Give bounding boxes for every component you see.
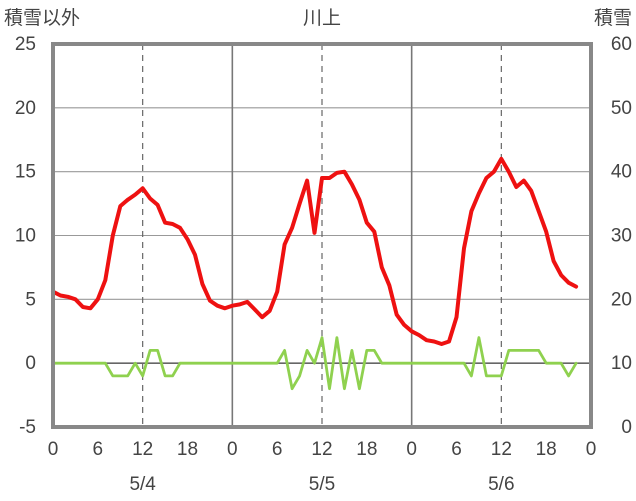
left-tick-label: 0 [25, 353, 36, 374]
x-tick-label: 12 [311, 439, 332, 460]
plot-border [51, 42, 593, 429]
left-tick-labels: 25 20 15 10 5 0 -5 [15, 34, 36, 438]
date-labels: 5/4 5/5 5/6 [129, 474, 514, 495]
x-tick-label: 6 [93, 439, 104, 460]
right-tick-label: 10 [611, 353, 632, 374]
plot-frame [51, 42, 593, 429]
x-tick-label: 0 [406, 439, 417, 460]
x-tick-label: 12 [491, 439, 512, 460]
left-tick-label: 20 [15, 98, 36, 119]
x-tick-label: 0 [48, 439, 59, 460]
x-tick-label: 6 [451, 439, 462, 460]
right-tick-label: 20 [611, 289, 632, 310]
right-axis-title: 積雪 [594, 7, 632, 29]
x-tick-label: 0 [227, 439, 238, 460]
left-tick-label: 5 [25, 289, 36, 310]
date-label: 5/5 [309, 474, 335, 495]
x-tick-labels: 0 6 12 18 0 6 12 18 0 6 12 18 0 [48, 439, 597, 460]
x-tick-label: 6 [272, 439, 283, 460]
series-line-1 [51, 156, 579, 346]
right-tick-label: 50 [611, 98, 632, 119]
left-tick-label: 15 [15, 162, 36, 183]
x-tick-label: 12 [132, 439, 153, 460]
series-line-2 [51, 336, 578, 391]
left-tick-label: 10 [15, 226, 36, 247]
right-tick-labels: 60 50 40 30 20 10 0 [611, 34, 632, 438]
right-tick-label: 60 [611, 34, 632, 55]
date-label: 5/4 [129, 474, 156, 495]
left-tick-label: 25 [15, 34, 36, 55]
x-tick-label: 18 [536, 439, 557, 460]
x-tick-label: 18 [356, 439, 377, 460]
chart-title: 川上 [303, 7, 341, 29]
left-tick-label: -5 [19, 417, 36, 438]
right-tick-label: 30 [611, 226, 632, 247]
right-tick-label: 0 [621, 417, 632, 438]
left-axis-title: 積雪以外 [4, 7, 80, 29]
x-tick-label: 0 [586, 439, 597, 460]
date-label: 5/6 [488, 474, 514, 495]
x-tick-label: 18 [177, 439, 198, 460]
right-tick-label: 40 [611, 162, 632, 183]
